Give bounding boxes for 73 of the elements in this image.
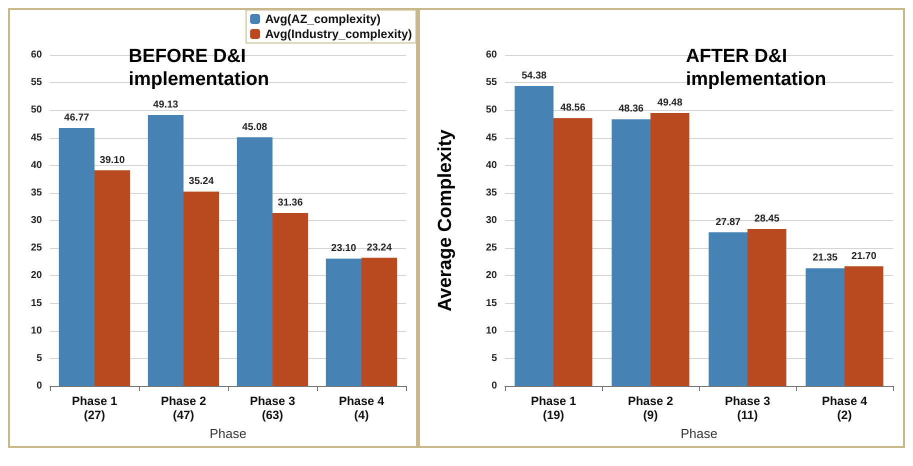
y-tick-label: 40 <box>486 160 498 171</box>
data-label: 48.36 <box>618 104 644 115</box>
x-tick-label: Phase 1 (19) <box>530 394 576 422</box>
y-tick-label: 20 <box>30 270 42 282</box>
data-label: 39.10 <box>100 154 126 166</box>
bar <box>94 170 130 386</box>
y-tick-label: 30 <box>486 215 498 226</box>
x-tick-label: Phase 1 (27) <box>72 394 118 422</box>
bar <box>362 258 398 386</box>
y-tick-label: 0 <box>491 380 498 392</box>
y-tick-label: 60 <box>30 50 42 60</box>
y-tick-label: 0 <box>36 380 42 392</box>
y-tick-label: 60 <box>486 50 498 60</box>
bar <box>844 266 884 386</box>
y-tick-label: 50 <box>30 104 42 116</box>
x-tick-label: Phase 3 (63) <box>250 394 296 422</box>
data-label: 48.56 <box>560 102 586 114</box>
y-tick-label: 35 <box>30 187 42 198</box>
y-tick-label: 20 <box>486 270 498 282</box>
bar <box>148 114 184 386</box>
bar <box>326 258 362 386</box>
x-tick-label: Phase 3 (11) <box>724 394 770 422</box>
bar <box>236 137 272 386</box>
bar <box>514 86 554 386</box>
chart-title: BEFORE D&I implementation <box>128 46 270 90</box>
y-tick-label: 55 <box>30 77 42 88</box>
bar <box>184 192 220 386</box>
y-tick-label: 10 <box>30 325 42 336</box>
legend-label: Avg(AZ_complexity) <box>265 12 381 26</box>
bar <box>272 212 308 386</box>
data-label: 21.35 <box>812 252 838 264</box>
x-tick-label: Phase 2 (47) <box>160 394 206 422</box>
y-tick-label: 45 <box>486 132 498 144</box>
x-axis-title: Phase <box>680 426 718 441</box>
y-tick-label: 10 <box>486 325 498 336</box>
data-label: 49.13 <box>153 99 179 110</box>
x-tick-label: Phase 2 (9) <box>628 394 674 422</box>
y-tick-label: 35 <box>486 187 498 198</box>
legend-label: Avg(Industry_complexity) <box>265 27 412 41</box>
y-tick-label: 15 <box>30 298 42 309</box>
x-tick-label: Phase 4 (2) <box>822 394 868 422</box>
data-label: 21.70 <box>851 250 877 262</box>
data-label: 31.36 <box>278 197 304 208</box>
data-label: 45.08 <box>242 122 268 133</box>
data-label: 28.45 <box>754 214 780 225</box>
y-axis-title: Average Complexity <box>435 129 456 312</box>
y-tick-label: 15 <box>486 298 498 309</box>
bar <box>748 229 786 386</box>
data-label: 35.24 <box>188 176 214 188</box>
y-tick-label: 5 <box>491 352 498 364</box>
x-tick-label: Phase 4 (4) <box>338 394 384 422</box>
chart-title: AFTER D&I implementation <box>686 46 826 90</box>
bar <box>708 232 748 386</box>
y-tick-label: 40 <box>30 160 42 171</box>
data-label: 49.48 <box>657 98 683 109</box>
bar <box>612 119 650 386</box>
y-tick-label: 45 <box>30 132 42 144</box>
y-tick-label: 25 <box>30 242 42 254</box>
bar <box>554 118 592 386</box>
y-tick-label: 5 <box>36 352 42 364</box>
bar <box>650 113 690 386</box>
data-label: 46.77 <box>64 112 90 124</box>
x-axis-title: Phase <box>210 426 246 441</box>
bar <box>806 268 844 386</box>
data-label: 23.24 <box>366 242 392 254</box>
bar <box>58 128 94 386</box>
data-label: 27.87 <box>716 216 742 228</box>
y-tick-label: 30 <box>30 215 42 226</box>
data-label: 54.38 <box>522 70 548 82</box>
data-label: 23.10 <box>331 243 357 254</box>
y-tick-label: 25 <box>486 242 498 254</box>
y-tick-label: 55 <box>486 77 498 88</box>
y-tick-label: 50 <box>486 104 498 116</box>
